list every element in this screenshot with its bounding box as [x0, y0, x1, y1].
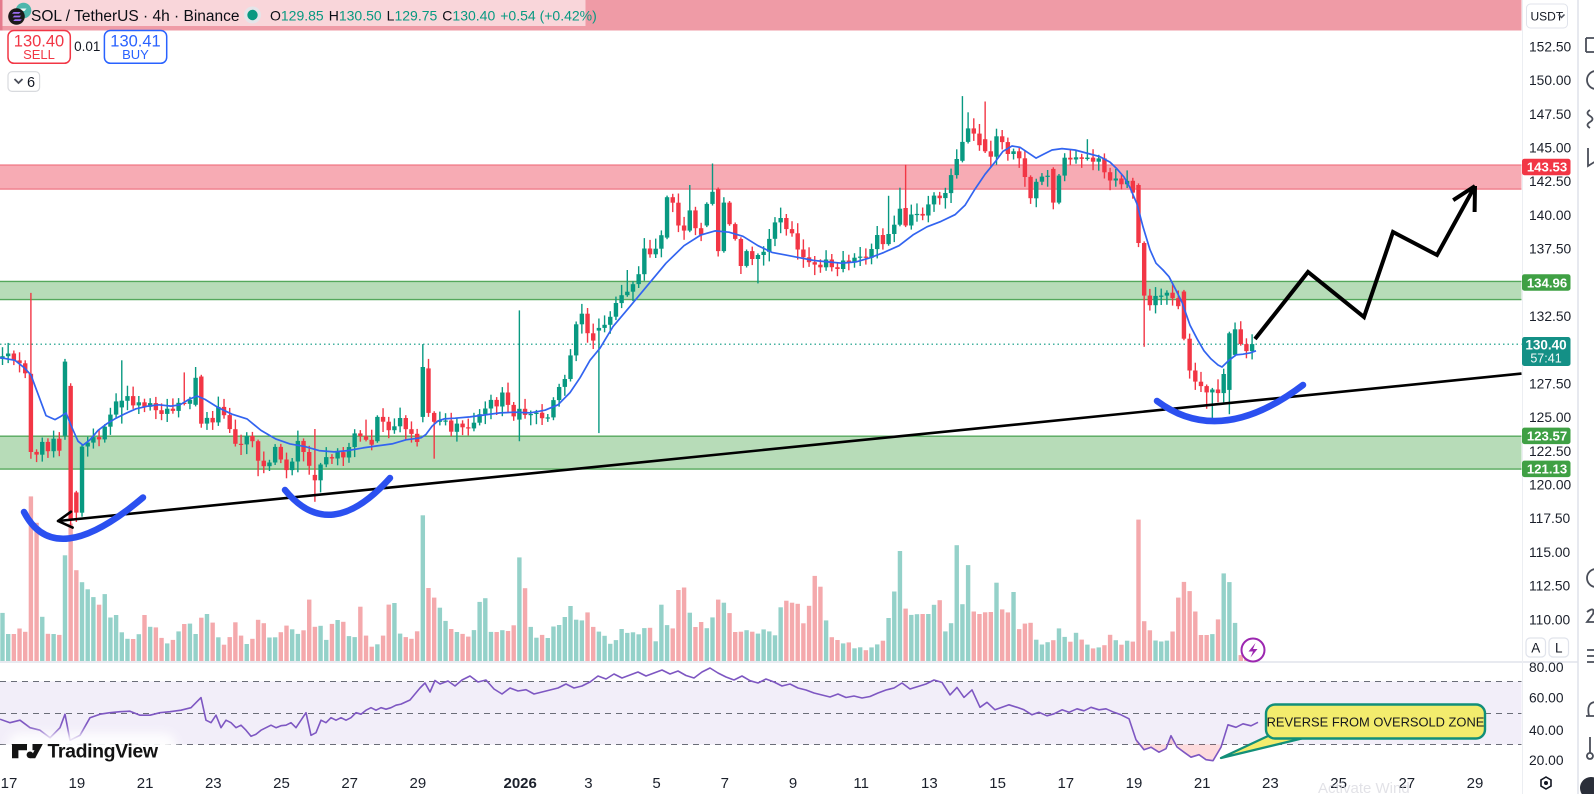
svg-text:121.13: 121.13: [1527, 462, 1567, 477]
svg-text:152.50: 152.50: [1529, 39, 1572, 54]
svg-text:TradingView: TradingView: [48, 741, 159, 763]
svg-text:130.40: 130.40: [14, 33, 64, 51]
svg-text:27: 27: [1398, 775, 1415, 792]
svg-text:3: 3: [584, 775, 592, 792]
svg-text:13: 13: [921, 775, 938, 792]
svg-text:123.57: 123.57: [1527, 429, 1567, 444]
svg-text:120.00: 120.00: [1529, 478, 1572, 493]
svg-text:2026: 2026: [504, 775, 537, 792]
svg-text:20.00: 20.00: [1529, 753, 1564, 768]
svg-text:SELL: SELL: [23, 47, 55, 62]
svg-text:0.01: 0.01: [74, 39, 100, 54]
svg-text:60.00: 60.00: [1529, 691, 1564, 706]
svg-text:23: 23: [1262, 775, 1279, 792]
svg-text:17: 17: [1, 775, 18, 792]
svg-text:150.00: 150.00: [1529, 73, 1572, 88]
svg-text:122.50: 122.50: [1529, 444, 1572, 459]
svg-text:Activate Wind: Activate Wind: [1318, 780, 1410, 794]
svg-text:L: L: [1555, 641, 1563, 656]
svg-text:A: A: [1531, 641, 1540, 656]
svg-text:23: 23: [205, 775, 222, 792]
svg-text:BUY: BUY: [122, 47, 149, 62]
svg-text:80.00: 80.00: [1529, 660, 1564, 675]
svg-text:134.96: 134.96: [1527, 275, 1567, 290]
svg-text:USDT: USDT: [1531, 10, 1564, 24]
svg-text:147.50: 147.50: [1529, 107, 1572, 122]
svg-text:57:41: 57:41: [1530, 352, 1561, 366]
svg-text:130.41: 130.41: [110, 33, 160, 51]
svg-text:112.50: 112.50: [1529, 579, 1571, 594]
svg-text:117.50: 117.50: [1529, 511, 1571, 526]
svg-text:40.00: 40.00: [1529, 723, 1564, 738]
svg-text:11: 11: [853, 775, 869, 792]
svg-text:132.50: 132.50: [1529, 309, 1572, 324]
svg-text:5: 5: [652, 775, 660, 792]
svg-text:25: 25: [273, 775, 290, 792]
svg-text:21: 21: [137, 775, 154, 792]
svg-text:127.50: 127.50: [1529, 376, 1572, 391]
svg-text:6: 6: [27, 75, 35, 91]
svg-text:137.50: 137.50: [1529, 242, 1572, 257]
svg-text:143.53: 143.53: [1527, 160, 1567, 175]
svg-text:REVERSE FROM OVERSOLD ZONE: REVERSE FROM OVERSOLD ZONE: [1267, 715, 1485, 730]
svg-text:25: 25: [1330, 775, 1347, 792]
svg-text:9: 9: [789, 775, 797, 792]
svg-text:110.00: 110.00: [1529, 612, 1571, 627]
svg-text:21: 21: [1194, 775, 1211, 792]
svg-text:125.00: 125.00: [1529, 410, 1572, 425]
svg-text:29: 29: [1467, 775, 1484, 792]
svg-text:17: 17: [1057, 775, 1074, 792]
svg-text:7: 7: [721, 775, 729, 792]
svg-text:115.00: 115.00: [1529, 545, 1571, 560]
svg-text:27: 27: [341, 775, 358, 792]
svg-text:145.00: 145.00: [1529, 141, 1572, 156]
svg-text:19: 19: [69, 775, 86, 792]
svg-text:29: 29: [410, 775, 427, 792]
svg-text:SOL / TetherUS · 4h · Binance: SOL / TetherUS · 4h · Binance: [31, 8, 240, 25]
svg-text:140.00: 140.00: [1529, 208, 1572, 223]
svg-text:130.40: 130.40: [1525, 338, 1566, 353]
svg-text:15: 15: [989, 775, 1006, 792]
svg-text:142.50: 142.50: [1529, 174, 1572, 189]
svg-text:19: 19: [1126, 775, 1143, 792]
